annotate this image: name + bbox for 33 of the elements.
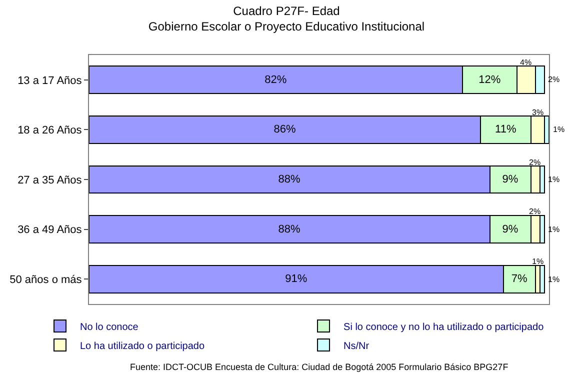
y-tick-label: 18 a 26 Años [18,124,82,137]
data-label: 3% [532,108,544,117]
legend-label: Lo ha utilizado o participado [80,340,205,352]
data-label: 9% [502,223,518,236]
source-note: Fuente: IDCT-OCUB Encuesta de Cultura: Ciudad de Bogotá 2005 Formulario Básico BPG27F [130,362,509,372]
data-label: 9% [502,174,518,186]
data-label: 82% [264,74,287,86]
y-tick-label: 27 a 35 Años [18,174,82,186]
data-label: 1% [532,257,544,266]
data-label: 4% [520,58,532,67]
y-tick-label: 13 a 17 Años [18,74,82,87]
chart-title: Cuadro P27F- Edad [233,4,340,18]
y-tick-label: 36 a 49 Años [18,224,82,236]
bar [539,264,545,294]
data-label: 1% [548,175,560,184]
legend-label: Si lo conoce y no lo ha utilizado o participado [344,322,544,333]
data-label: 1% [548,225,560,234]
data-label: 2% [529,207,541,216]
chart-subtitle: Gobierno Escolar o Proyecto Educativo Institucional [148,20,425,34]
data-label: 88% [278,174,301,186]
data-label: 11% [495,124,516,136]
data-label: 12% [478,74,501,86]
y-tick-label: 50 años o más [10,274,82,286]
data-label: 86% [274,124,296,136]
data-label: 1% [553,125,565,134]
data-label: 7% [511,273,528,286]
data-label: 91% [285,273,308,286]
data-label: 1% [548,275,560,284]
legend-label: No lo conoce [80,322,139,333]
data-label: 88% [278,223,301,236]
legend-label: Ns/Nr [344,340,370,352]
data-label: 2% [548,75,560,84]
data-label: 2% [529,158,541,167]
